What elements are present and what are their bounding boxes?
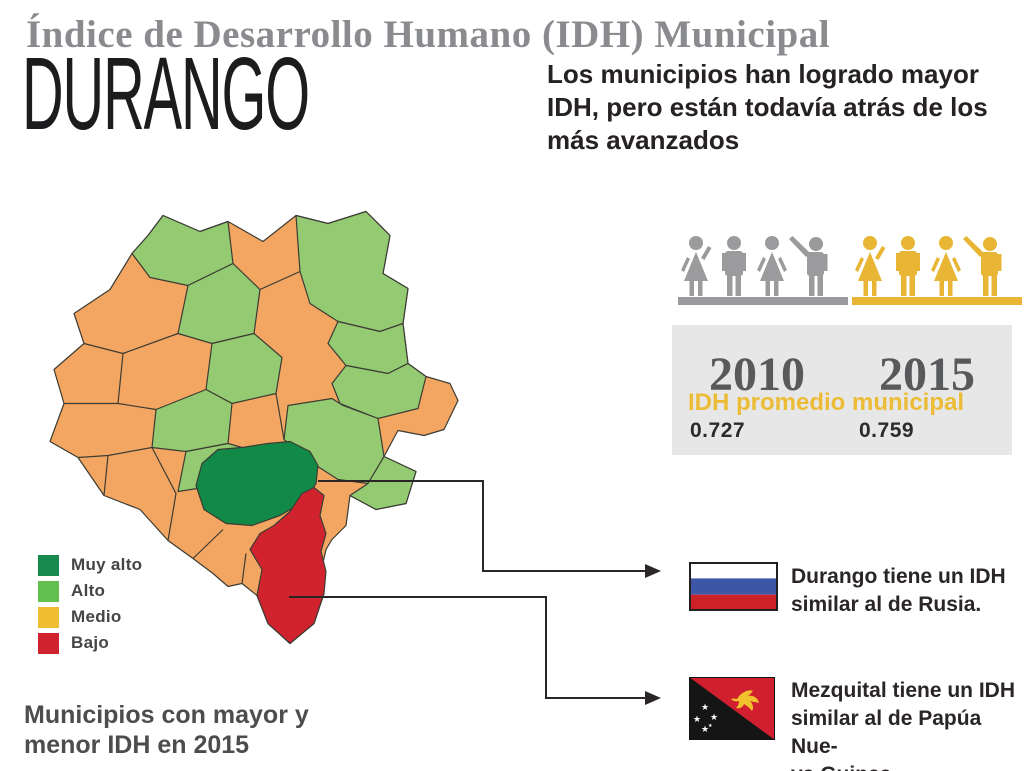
legend-swatch-bajo bbox=[38, 632, 59, 654]
person-icon bbox=[863, 236, 877, 250]
idh-value-2015: 0.759 bbox=[859, 419, 915, 442]
svg-text:★: ★ bbox=[701, 725, 709, 735]
legend-label: Muy alto bbox=[71, 555, 143, 574]
legend-item-bajo: Bajo bbox=[38, 630, 142, 656]
map-region-durango-muy-alto bbox=[195, 440, 319, 527]
callout-line: Mezquital tiene un IDH bbox=[791, 679, 1016, 702]
map-region-alto bbox=[295, 210, 409, 333]
callout-line: similar al de Rusia. bbox=[791, 593, 982, 616]
person-icon bbox=[809, 237, 823, 251]
legend-swatch-alto bbox=[38, 580, 59, 602]
legend-label: Medio bbox=[71, 607, 122, 626]
map-region-alto bbox=[331, 362, 427, 420]
people-pictogram-2015 bbox=[852, 236, 1022, 305]
legend-swatch-medio bbox=[38, 606, 59, 628]
legend-item-muy-alto: Muy alto bbox=[38, 552, 142, 578]
pictogram-baseline bbox=[678, 297, 848, 305]
intro-line: Los municipios han logrado mayor bbox=[547, 59, 979, 89]
bird-of-paradise-icon bbox=[731, 690, 759, 711]
legend-label: Alto bbox=[71, 581, 106, 600]
callout-line: Durango tiene un IDH bbox=[791, 565, 1006, 588]
callout-text-russia: Durango tiene un IDH similar al de Rusia… bbox=[791, 563, 1006, 619]
legend-label: Bajo bbox=[71, 633, 110, 652]
idh-value-2010: 0.727 bbox=[690, 419, 746, 442]
map-caption: Municipios con mayor y menor IDH en 2015 bbox=[24, 700, 309, 760]
person-icon bbox=[727, 236, 741, 250]
svg-text:★: ★ bbox=[701, 703, 709, 713]
map-legend: Muy alto Alto Medio Bajo bbox=[38, 552, 142, 656]
year-2010: 2010 bbox=[709, 348, 805, 401]
caption-line: Municipios con mayor y bbox=[24, 701, 309, 729]
intro-text: Los municipios han logrado mayor IDH, pe… bbox=[547, 58, 1017, 157]
person-icon bbox=[689, 236, 703, 250]
svg-text:★: ★ bbox=[708, 723, 713, 729]
legend-item-alto: Alto bbox=[38, 578, 142, 604]
legend-item-medio: Medio bbox=[38, 604, 142, 630]
state-name-title: DURANGO bbox=[22, 36, 310, 151]
people-pictogram-2010 bbox=[678, 236, 848, 305]
intro-line: más avanzados bbox=[547, 125, 740, 155]
svg-text:★: ★ bbox=[693, 715, 701, 725]
pictogram-baseline bbox=[852, 297, 1022, 305]
person-icon bbox=[939, 236, 953, 250]
person-icon bbox=[901, 236, 915, 250]
callout-text-papua: Mezquital tiene un IDH similar al de Pap… bbox=[791, 677, 1024, 771]
idh-panel-label: IDH promedio municipal bbox=[688, 389, 965, 416]
papua-new-guinea-flag-icon: ★ ★ ★ ★ ★ bbox=[689, 677, 775, 740]
callout-line: va Guinea. bbox=[791, 761, 1024, 771]
year-2015: 2015 bbox=[879, 348, 975, 401]
arrowhead-icon bbox=[645, 691, 661, 705]
person-icon bbox=[765, 236, 779, 250]
arrowhead-icon bbox=[645, 564, 661, 578]
intro-line: IDH, pero están todavía atrás de los bbox=[547, 92, 988, 122]
idh-comparison-panel: 2010 2015 IDH promedio municipal 0.727 0… bbox=[672, 325, 1012, 455]
map-municipal-borders bbox=[64, 270, 301, 584]
caption-line: menor IDH en 2015 bbox=[24, 731, 250, 759]
map-region-alto bbox=[131, 214, 234, 287]
legend-swatch-muy-alto bbox=[38, 554, 59, 576]
page-title: Índice de Desarrollo Humano (IDH) Munici… bbox=[26, 13, 831, 56]
svg-text:★: ★ bbox=[710, 713, 718, 723]
russia-flag-icon bbox=[689, 562, 778, 611]
callout-line: similar al de Papúa Nue- bbox=[791, 707, 982, 758]
person-icon bbox=[983, 237, 997, 251]
southern-cross-stars: ★ ★ ★ ★ ★ bbox=[693, 703, 718, 735]
